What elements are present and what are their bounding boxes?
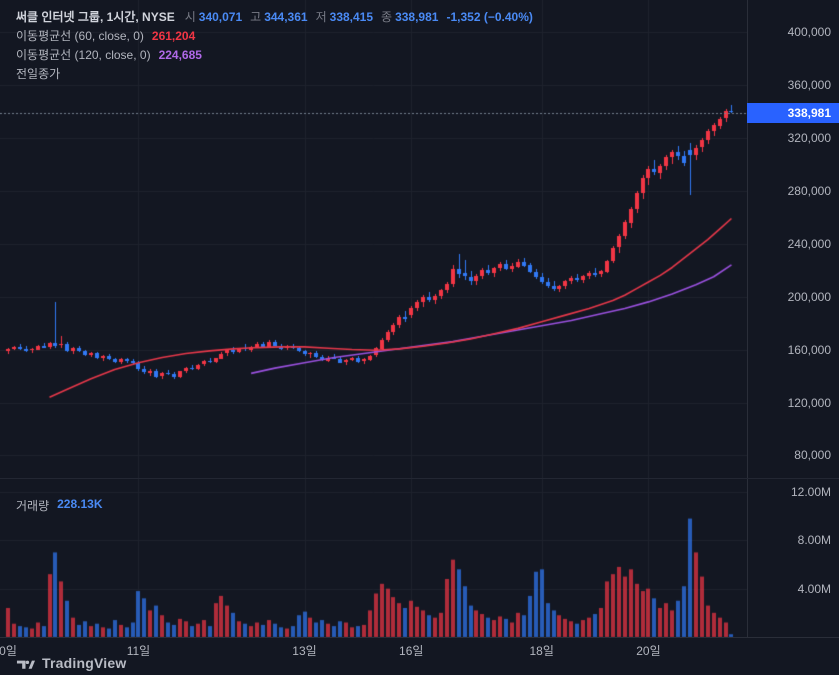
change-value: -1,352 (−0.40%)	[446, 10, 533, 24]
price-axis-label: 120,000	[787, 395, 831, 410]
high-label: 고	[250, 10, 262, 24]
pane-separator[interactable]	[0, 478, 839, 479]
current-price-badge: 338,981	[747, 102, 839, 123]
time-axis-label: 13일	[292, 644, 317, 658]
symbol-info-row[interactable]: 써클 인터넷 그룹, 1시간, NYSE 시 340,071 고 344,361…	[16, 8, 533, 27]
ma60-row[interactable]: 이동평균선 (60, close, 0) 261,204	[16, 27, 533, 46]
tradingview-wordmark: TradingView	[42, 655, 127, 671]
open-value: 340,071	[198, 10, 243, 24]
price-axis-label: 360,000	[787, 77, 831, 92]
price-axis-label: 80,000	[794, 448, 831, 463]
close-label: 종	[381, 10, 393, 24]
price-axis-label: 160,000	[787, 342, 831, 357]
volume-axis-label: 8.00M	[797, 533, 831, 548]
low-value: 338,415	[329, 10, 374, 24]
time-axis-label: 0일	[0, 644, 17, 658]
current-price-label: 338,981	[787, 105, 831, 120]
ohlc-close: 종 338,981	[381, 8, 438, 27]
open-label: 시	[184, 10, 196, 24]
price-axis-label: 280,000	[787, 183, 831, 198]
ohlc-high: 고 344,361	[250, 8, 307, 27]
volume-label: 거래량	[16, 499, 50, 513]
tradingview-logo-icon	[16, 660, 35, 669]
symbol-title[interactable]: 써클 인터넷 그룹, 1시간, NYSE	[16, 10, 175, 24]
ma120-row[interactable]: 이동평균선 (120, close, 0) 224,685	[16, 46, 533, 65]
price-axis-label: 400,000	[787, 24, 831, 39]
volume-axis-label: 12.00M	[790, 485, 831, 499]
price-axis-label: 200,000	[787, 289, 831, 304]
ma120-value: 224,685	[158, 48, 202, 62]
volume-value: 228.13K	[57, 497, 103, 511]
prev-close-row[interactable]: 전일종가	[16, 65, 533, 84]
volume-axis-label: 4.00M	[797, 581, 831, 596]
ohlc-open: 시 340,071	[185, 8, 242, 27]
volume-legend[interactable]: 거래량 228.13K	[16, 497, 103, 514]
close-value: 338,981	[395, 10, 439, 24]
tradingview-logo[interactable]: TradingView	[16, 655, 126, 671]
ma120-label: 이동평균선 (120, close, 0)	[16, 48, 151, 62]
high-value: 344,361	[264, 10, 308, 24]
prev-close-label: 전일종가	[16, 67, 61, 81]
time-axis-label: 11일	[126, 644, 151, 658]
price-axis[interactable]: 400,000 360,000 320,000 280,000 240,000 200,0…	[747, 0, 839, 637]
ohlc-low: 저 338,415	[316, 8, 373, 27]
price-axis-label: 240,000	[787, 236, 831, 251]
time-axis[interactable]: 0일 11일 13일 16일 18일 20일	[0, 638, 747, 660]
ma60-label: 이동평균선 (60, close, 0)	[16, 29, 144, 43]
legend: 써클 인터넷 그룹, 1시간, NYSE 시 340,071 고 344,361…	[16, 8, 533, 84]
ma60-value: 261,204	[151, 29, 196, 43]
chart-canvas[interactable]	[0, 0, 747, 638]
time-axis-label: 18일	[529, 644, 554, 658]
price-axis-label: 320,000	[787, 130, 831, 145]
time-axis-label: 20일	[636, 644, 661, 658]
time-axis-separator	[0, 637, 839, 638]
low-label: 저	[315, 10, 327, 24]
time-axis-label: 16일	[399, 644, 424, 658]
